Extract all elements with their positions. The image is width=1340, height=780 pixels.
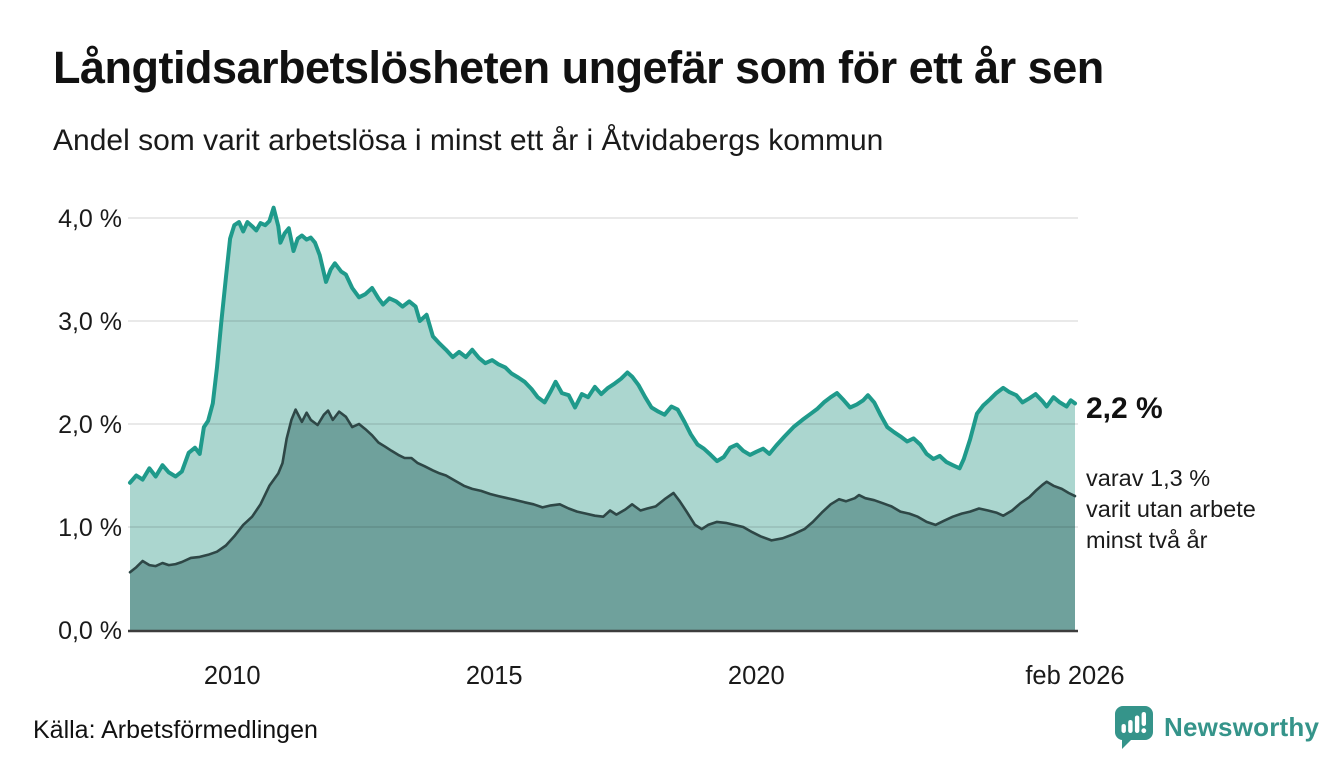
latest-value-label: 2,2 % [1086,392,1163,425]
line-two-years [128,408,1077,574]
x-axis-label: 2015 [466,662,523,690]
y-axis-labels: 4,0 % 3,0 % 2,0 % 1,0 % 0,0 % [58,205,122,645]
chart-gridlines [128,217,1078,528]
newsworthy-logo: Newsworthy [1112,704,1319,750]
x-axis-labels: 2010 2015 2020 feb 2026 [204,662,1125,690]
chart-area-fills [130,207,1075,630]
chart-subtitle: Andel som varit arbetslösa i minst ett å… [53,124,884,157]
newsworthy-logo-text: Newsworthy [1164,711,1320,742]
y-axis-label: 1,0 % [58,514,122,542]
y-axis-label: 4,0 % [58,205,122,233]
page-title: Långtidsarbetslösheten ungefär som för e… [53,42,1104,93]
y-axis-label: 0,0 % [58,617,122,645]
x-axis-label: 2020 [728,662,785,690]
line-total [128,205,1077,485]
x-axis-label: 2010 [204,662,261,690]
chart-series-lines [128,205,1077,574]
area-fill-two-years [130,409,1075,630]
y-axis-label: 3,0 % [58,308,122,336]
newsworthy-logo-icon [1114,706,1153,749]
source-note: Källa: Arbetsförmedlingen [33,716,318,744]
x-axis-label: feb 2026 [1025,662,1124,690]
y-axis-label: 2,0 % [58,411,122,439]
secondary-value-label: varav 1,3 % varit utan arbete minst två … [1086,465,1256,553]
